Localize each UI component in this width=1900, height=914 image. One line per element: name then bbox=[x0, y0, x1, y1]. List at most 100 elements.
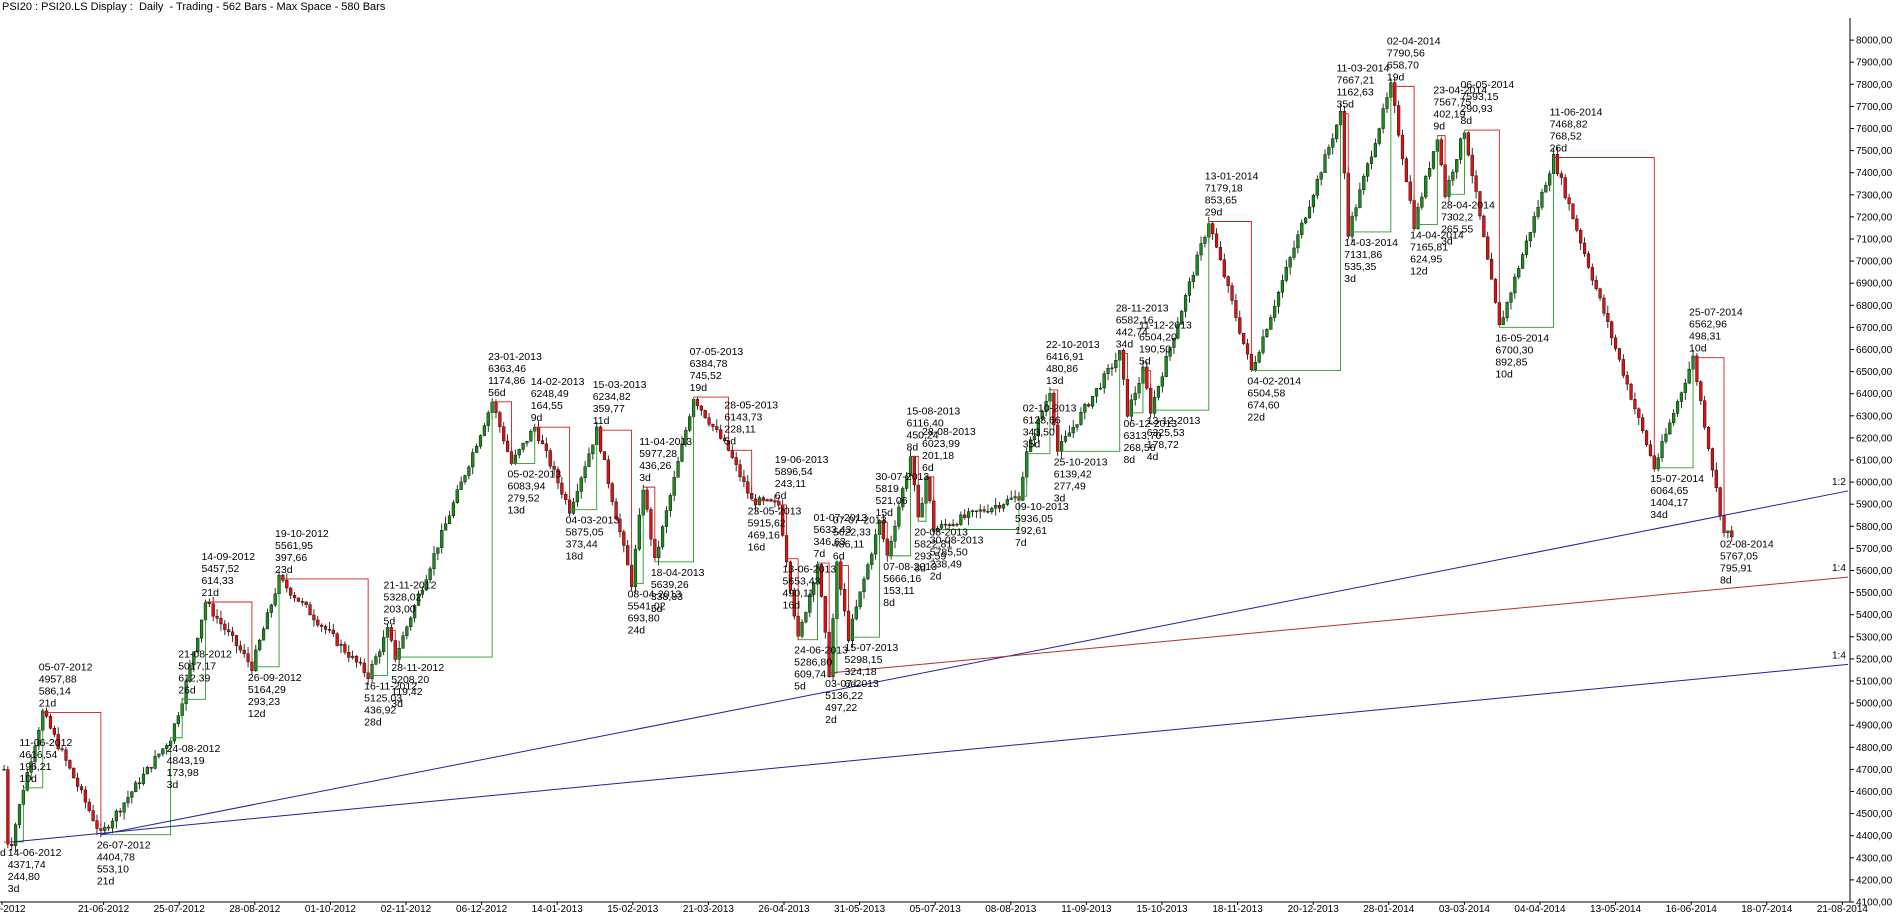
swing-label-line: 13-06-2013 bbox=[783, 564, 837, 576]
up-candle bbox=[1335, 124, 1339, 139]
up-candle bbox=[1106, 367, 1110, 374]
swing-box bbox=[1142, 370, 1152, 411]
down-candle bbox=[955, 523, 959, 526]
up-candle bbox=[591, 444, 595, 455]
down-candle bbox=[843, 589, 847, 612]
up-candle bbox=[1369, 156, 1374, 164]
up-candle bbox=[37, 730, 41, 747]
swing-label-line: 15d bbox=[876, 507, 894, 519]
y-tick-label: 7300,00 bbox=[1856, 190, 1893, 201]
up-candle bbox=[905, 475, 909, 489]
swing-label-line: 658,70 bbox=[1387, 59, 1419, 71]
up-candle bbox=[459, 481, 463, 490]
y-tick-label: 6400,00 bbox=[1856, 389, 1893, 400]
swing-label-line: 28d bbox=[364, 716, 382, 728]
swing-label-line: 14-09-2012 bbox=[201, 551, 255, 563]
up-candle bbox=[436, 547, 440, 554]
swing-label-line: 6325,53 bbox=[1147, 427, 1185, 439]
swing-label-line: 8d bbox=[907, 441, 919, 453]
swing-label-line: 346,63 bbox=[814, 536, 846, 548]
swing-label-line: 612,39 bbox=[178, 672, 210, 684]
swing-label-line: 5208,20 bbox=[391, 674, 429, 686]
up-candle bbox=[1137, 383, 1141, 394]
swing-label-line: 02-08-2014 bbox=[1720, 539, 1774, 551]
up-candle bbox=[1071, 426, 1075, 434]
x-tick-label: 01-10-2012 bbox=[305, 904, 357, 914]
swing-label-line: 795,91 bbox=[1720, 563, 1752, 575]
swing-box bbox=[751, 500, 780, 505]
up-candle bbox=[1273, 306, 1277, 318]
down-candle bbox=[622, 531, 626, 546]
up-candle bbox=[153, 756, 157, 769]
swing-label-line: 196,21 bbox=[19, 761, 51, 773]
up-candle bbox=[1668, 422, 1672, 435]
swing-label-line: 6248,49 bbox=[531, 388, 569, 400]
swing-box bbox=[1340, 113, 1349, 232]
down-candle bbox=[215, 615, 219, 619]
down-candle bbox=[1575, 218, 1579, 231]
swing-label-line: 05-07-2012 bbox=[39, 661, 93, 673]
annotations-layer: d 14-06-20124371,74244,803d11-06-20124616… bbox=[0, 35, 1774, 895]
down-candle bbox=[602, 451, 607, 461]
up-candle bbox=[1513, 276, 1517, 294]
swing-box bbox=[279, 578, 369, 676]
swing-label-line: 3d bbox=[167, 779, 179, 791]
swing-label-line: 490,11 bbox=[783, 588, 814, 600]
down-candle bbox=[1466, 132, 1470, 156]
swing-box bbox=[887, 456, 911, 557]
swing-label-line: 6d bbox=[833, 551, 845, 563]
up-candle bbox=[1307, 206, 1312, 219]
down-candle bbox=[1470, 154, 1474, 177]
up-candle bbox=[1656, 457, 1660, 470]
up-candle bbox=[1028, 439, 1033, 452]
down-candle bbox=[1567, 197, 1571, 205]
swing-label-line: 8d bbox=[1720, 575, 1732, 587]
candles-layer bbox=[2, 76, 1734, 852]
swing-box bbox=[728, 449, 753, 501]
down-candle bbox=[1230, 285, 1234, 301]
up-candle bbox=[444, 523, 448, 531]
up-candle bbox=[1265, 329, 1269, 338]
swing-label-line: 18d bbox=[566, 551, 584, 563]
y-tick-label: 4500,00 bbox=[1856, 809, 1893, 820]
swing-label-line: 5653,43 bbox=[783, 576, 821, 588]
up-candle bbox=[858, 591, 862, 608]
down-candle bbox=[699, 405, 703, 411]
down-candle bbox=[1610, 321, 1614, 338]
down-candle bbox=[91, 810, 95, 821]
down-candle bbox=[1397, 105, 1401, 136]
down-candle bbox=[719, 429, 723, 439]
swing-label-line: 5136,22 bbox=[825, 690, 863, 702]
chart-title: PSI20 : PSI20.LS Display : Daily - Tradi… bbox=[2, 1, 386, 13]
down-candle bbox=[742, 476, 746, 482]
swing-label-line: 25-10-2013 bbox=[1054, 456, 1108, 468]
down-candle bbox=[289, 587, 293, 596]
swing-label-line: 5125,03 bbox=[364, 692, 402, 704]
swing-label-line: 228,11 bbox=[724, 423, 755, 435]
up-candle bbox=[808, 594, 812, 613]
y-tick-label: 4100,00 bbox=[1856, 898, 1893, 909]
x-tick-label: 15-02-2013 bbox=[607, 904, 659, 914]
up-candle bbox=[854, 606, 858, 620]
down-candle bbox=[72, 767, 76, 779]
up-candle bbox=[447, 515, 452, 524]
swing-label-line: 5915,62 bbox=[748, 518, 786, 530]
down-candle bbox=[1579, 230, 1583, 244]
up-candle bbox=[130, 791, 134, 798]
down-candle bbox=[354, 655, 359, 663]
y-tick-label: 6100,00 bbox=[1856, 456, 1893, 467]
down-candle bbox=[1699, 381, 1703, 401]
up-candle bbox=[1459, 138, 1463, 160]
swing-label-line: 6416,91 bbox=[1046, 351, 1084, 363]
x-tick-label: 02-11-2012 bbox=[381, 904, 432, 914]
up-candle bbox=[684, 430, 688, 445]
swing-label-line: 6313,70 bbox=[1123, 430, 1161, 442]
up-candle bbox=[114, 810, 118, 822]
swing-box bbox=[643, 486, 656, 562]
down-candle bbox=[149, 766, 153, 769]
down-candle bbox=[494, 401, 498, 413]
up-candle bbox=[1187, 281, 1192, 296]
